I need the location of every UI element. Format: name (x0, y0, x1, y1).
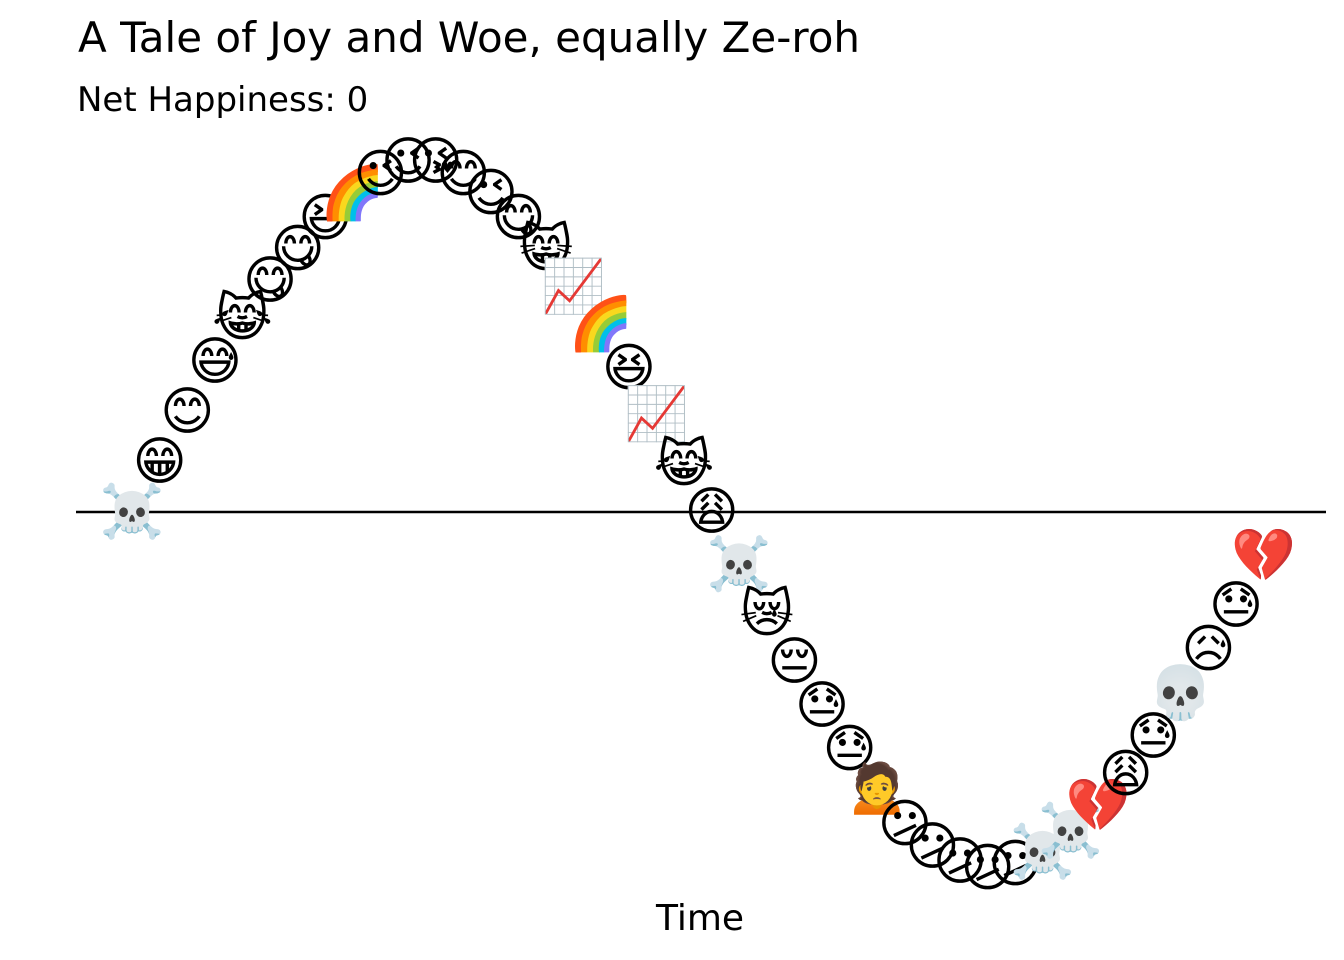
point-confused-face-icon: 😕 (933, 832, 987, 892)
point-cat-tears-of-joy-icon: 😹 (212, 288, 273, 348)
point-beaming-face-icon: 😁 (132, 432, 186, 492)
point-skull-and-crossbones-icon: ☠️ (707, 534, 772, 595)
point-crying-cat-icon: 😿 (740, 585, 794, 645)
point-downcast-sweat-face-icon: 😓 (1209, 576, 1263, 636)
point-pensive-face-icon: 😔 (767, 632, 821, 692)
point-grinning-cat-icon: 😸 (519, 220, 573, 280)
point-laughing-face-icon: 😆 (298, 188, 352, 248)
point-laughing-face-icon: 😆 (602, 338, 656, 398)
point-skull-and-crossbones-icon: ☠️ (100, 481, 165, 542)
point-grinning-sweat-face-icon: 😅 (188, 332, 242, 392)
point-rainbow-icon: 🌈 (569, 293, 634, 355)
point-downcast-sweat-face-icon: 😓 (822, 720, 876, 780)
point-cat-tears-of-joy-icon: 😹 (654, 435, 715, 495)
point-winking-face-icon: 😉 (381, 132, 435, 192)
point-smiling-face-icon: 😊 (436, 145, 490, 205)
point-skull-icon: 💀 (1148, 662, 1213, 723)
point-weary-face-icon: 😩 (684, 482, 738, 542)
point-downcast-sweat-face-icon: 😓 (795, 676, 849, 736)
point-smiling-face-icon: 😊 (160, 382, 214, 442)
point-winking-face-icon: 😉 (464, 163, 518, 223)
point-chart-increasing-icon: 📈 (541, 256, 606, 317)
point-person-frowning-icon: 🙍 (845, 757, 910, 817)
point-yum-face-icon: 😋 (270, 220, 324, 280)
point-yum-face-icon: 😋 (491, 188, 545, 248)
point-skull-and-crossbones-icon: ☠️ (1010, 821, 1075, 882)
point-broken-heart-icon: 💔 (1231, 526, 1296, 586)
chart-title: A Tale of Joy and Woe, equally Ze-roh (78, 13, 861, 62)
point-skull-and-crossbones-icon: ☠️ (1038, 800, 1103, 861)
emoji-points: ☠️😁😊😅😹😋😋😆🌈😉😉😘😊😉😋😸📈🌈😆📈😹😩☠️😿😔😓😓🙍😕😕😕😕😕☠️☠️💔… (100, 132, 1297, 898)
point-sad-relieved-face-icon: 😥 (1181, 620, 1235, 680)
point-chart-increasing-icon: 📈 (624, 384, 689, 445)
x-axis-label: Time (655, 898, 744, 939)
point-winking-face-icon: 😉 (353, 145, 407, 205)
point-confused-face-icon: 😕 (960, 838, 1014, 898)
point-downcast-sweat-face-icon: 😓 (1126, 707, 1180, 767)
point-kissing-face-icon: 😘 (408, 132, 462, 192)
point-confused-face-icon: 😕 (878, 795, 932, 855)
point-broken-heart-icon: 💔 (1066, 776, 1131, 836)
point-yum-face-icon: 😋 (243, 251, 297, 311)
point-weary-face-icon: 😩 (1098, 745, 1152, 805)
chart-subtitle: Net Happiness: 0 (77, 80, 369, 120)
point-confused-face-icon: 😕 (988, 835, 1042, 895)
point-confused-face-icon: 😕 (905, 817, 959, 877)
point-rainbow-icon: 🌈 (320, 161, 385, 223)
